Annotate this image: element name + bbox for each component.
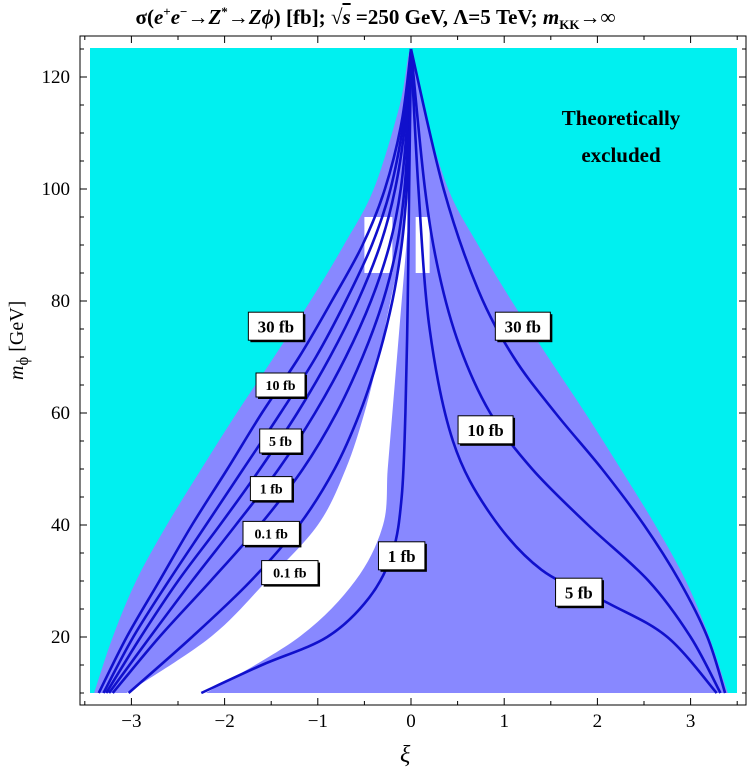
contour-label-9: 5 fb	[555, 577, 604, 609]
x-tick-label-6: 3	[686, 711, 696, 732]
contour-left-01fb-4	[111, 48, 413, 694]
annotation-line2: excluded	[581, 143, 661, 167]
x-tick-label-0: −3	[121, 711, 141, 732]
contour-label-6: 1 fb	[377, 541, 427, 572]
title-m-sub: KK	[559, 17, 580, 33]
contour-label-text: 10 fb	[266, 379, 296, 394]
x-tick-label-5: 2	[593, 711, 603, 732]
y-tick-label-0: 20	[51, 627, 70, 648]
x-axis-label: ξ	[400, 742, 411, 768]
contour-label-box	[255, 372, 306, 398]
title-z1-sup: *	[221, 4, 228, 19]
contour-right-1fb-6	[200, 48, 413, 695]
contour-label-3: 1 fb	[249, 476, 294, 503]
contour-label-text: 5 fb	[565, 583, 593, 602]
plot-frame	[79, 35, 747, 706]
contour-labels: 30 fb 10 fb 5 fb 1 fb 0.1 fb 0.1 fb 1 fb 30 fb 1…	[242, 311, 604, 609]
contour-label-7: 30 fb	[494, 311, 553, 343]
title-m: m	[542, 5, 560, 29]
title-open: (	[146, 5, 154, 29]
axis-ticks: −3 −2 −1 0 1 2 3 20 40 60 80 100 120	[42, 36, 746, 732]
title-sigma: σ	[135, 5, 147, 29]
y-axis-label: mϕ [GeV]	[6, 301, 33, 380]
contour-label-text: 10 fb	[467, 421, 503, 440]
contour-label-4: 0.1 fb	[242, 520, 302, 548]
y-axis-label-m: m	[6, 365, 28, 380]
contour-label-text: 0.1 fb	[273, 567, 307, 582]
contour-label-8: 10 fb	[457, 415, 516, 446]
title-z1: Z	[208, 5, 222, 29]
title-arrow2: →	[227, 5, 249, 29]
chart-title: σ(e+e−→Z*→Zϕ) [fb]; √s =250 GeV, Λ=5 TeV…	[0, 4, 751, 33]
contour-label-0: 30 fb	[247, 311, 306, 343]
title-e1-sup: +	[163, 4, 171, 19]
title-z2: Z	[248, 5, 262, 29]
y-tick-label-3: 80	[51, 291, 70, 312]
y-tick-label-4: 100	[42, 179, 71, 200]
annotation-line1: Theoretically	[562, 106, 681, 130]
contour-label-box	[247, 311, 304, 341]
contour-label-1: 10 fb	[255, 372, 308, 399]
y-axis-label-sub: ϕ	[13, 356, 32, 366]
title-close: ) [fb];	[273, 5, 326, 29]
title-phi: ϕ	[261, 5, 274, 29]
white-patches	[364, 217, 430, 273]
contour-label-box	[261, 560, 319, 586]
contour-right-30fb-9	[409, 48, 727, 694]
contour-label-box	[377, 541, 426, 571]
x-tick-label-1: −2	[214, 711, 234, 732]
contour-label-box	[555, 577, 603, 607]
contour-label-text: 0.1 fb	[254, 527, 288, 542]
contour-label-text: 5 fb	[269, 435, 292, 450]
x-tick-label-4: 1	[499, 711, 509, 732]
contour-label-box	[259, 428, 302, 454]
title-e1: e	[153, 5, 164, 29]
contour-label-box	[457, 415, 514, 445]
plot-border	[79, 35, 747, 706]
title-s: s	[342, 5, 351, 29]
title-e2: e	[170, 5, 181, 29]
title-limit: →∞	[579, 5, 616, 29]
contour-left-5fb-2	[105, 48, 413, 694]
y-tick-label-5: 120	[42, 67, 71, 88]
contour-label-text: 1 fb	[388, 547, 416, 566]
contour-label-text: 30 fb	[505, 317, 541, 336]
contour-label-box	[242, 520, 300, 546]
white-region	[126, 49, 412, 693]
contour-label-5: 0.1 fb	[261, 560, 321, 587]
x-tick-label-2: −1	[308, 711, 328, 732]
x-tick-label-3: 0	[406, 711, 416, 732]
y-tick-label-2: 60	[51, 403, 70, 424]
contour-label-box	[494, 311, 551, 341]
contour-left-1fb-3	[107, 48, 413, 694]
title-sqrt: √	[330, 5, 343, 29]
contour-left-01fb-5	[127, 48, 413, 694]
title-energy: =250 GeV, Λ=5 TeV;	[350, 5, 538, 29]
y-axis-label-unit: [GeV]	[6, 300, 28, 357]
title-e2-sup: −	[180, 4, 188, 19]
contour-right-5fb-7	[409, 48, 718, 694]
title-arrow1: →	[187, 5, 209, 29]
y-tick-label-1: 40	[51, 515, 70, 536]
contour-label-2: 5 fb	[259, 428, 304, 455]
contour-label-text: 30 fb	[258, 317, 294, 336]
contour-label-text: 1 fb	[260, 483, 283, 498]
contour-label-box	[249, 476, 293, 502]
